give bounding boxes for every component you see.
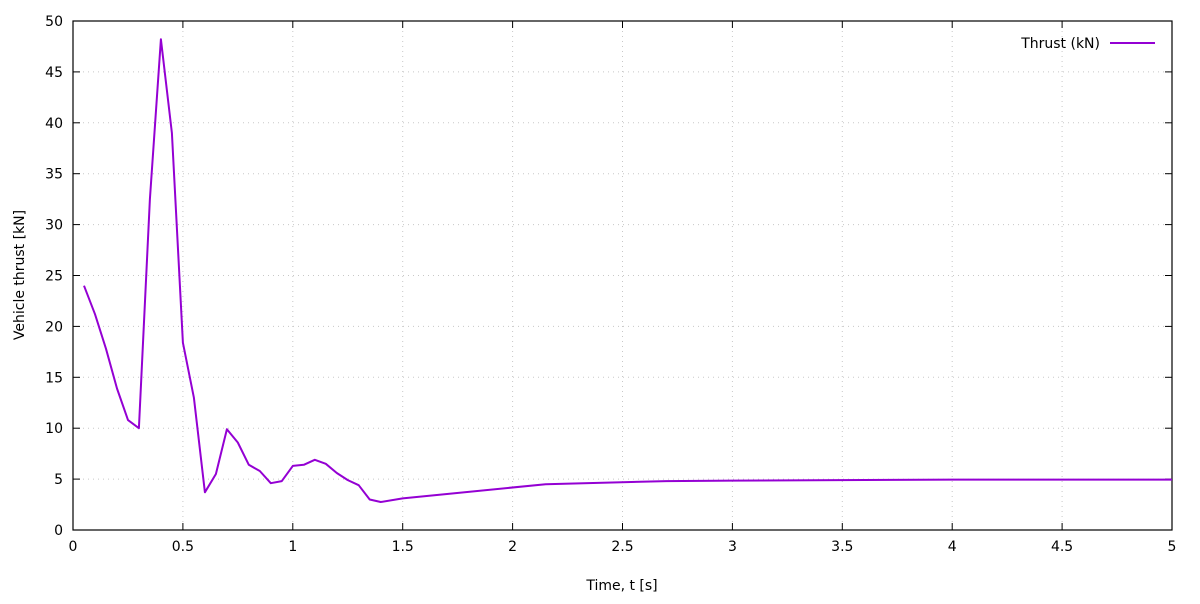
legend: Thrust (kN) xyxy=(1020,36,1155,52)
plot-border xyxy=(73,21,1172,530)
y-tick-label: 5 xyxy=(54,472,63,488)
y-tick-label: 0 xyxy=(54,523,63,539)
x-tick-label: 4.5 xyxy=(1051,539,1073,555)
y-tick-label: 10 xyxy=(45,421,63,437)
x-axis-label: Time, t [s] xyxy=(585,578,657,594)
x-tick-label: 5 xyxy=(1168,539,1177,555)
grid xyxy=(73,21,1172,530)
x-tick-label: 2.5 xyxy=(611,539,633,555)
y-tick-label: 35 xyxy=(45,167,63,183)
x-tick-label: 3 xyxy=(728,539,737,555)
x-tick-label: 4 xyxy=(948,539,957,555)
y-tick-label: 20 xyxy=(45,319,63,335)
x-tick-label: 1 xyxy=(288,539,297,555)
y-tick-label: 40 xyxy=(45,116,63,132)
series-line-thrust xyxy=(84,39,1172,502)
x-tick-label: 0.5 xyxy=(172,539,194,555)
y-axis-label: Vehicle thrust [kN] xyxy=(12,210,28,340)
y-tick-label: 25 xyxy=(45,269,63,285)
x-tick-label: 1.5 xyxy=(392,539,414,555)
series-layer xyxy=(84,39,1172,502)
x-tick-label: 0 xyxy=(69,539,78,555)
y-tick-label: 45 xyxy=(45,65,63,81)
y-tick-label: 15 xyxy=(45,370,63,386)
x-tick-label: 3.5 xyxy=(831,539,853,555)
y-tick-label: 50 xyxy=(45,14,63,30)
x-tick-label: 2 xyxy=(508,539,517,555)
legend-label: Thrust (kN) xyxy=(1020,36,1100,52)
y-tick-label: 30 xyxy=(45,218,63,234)
